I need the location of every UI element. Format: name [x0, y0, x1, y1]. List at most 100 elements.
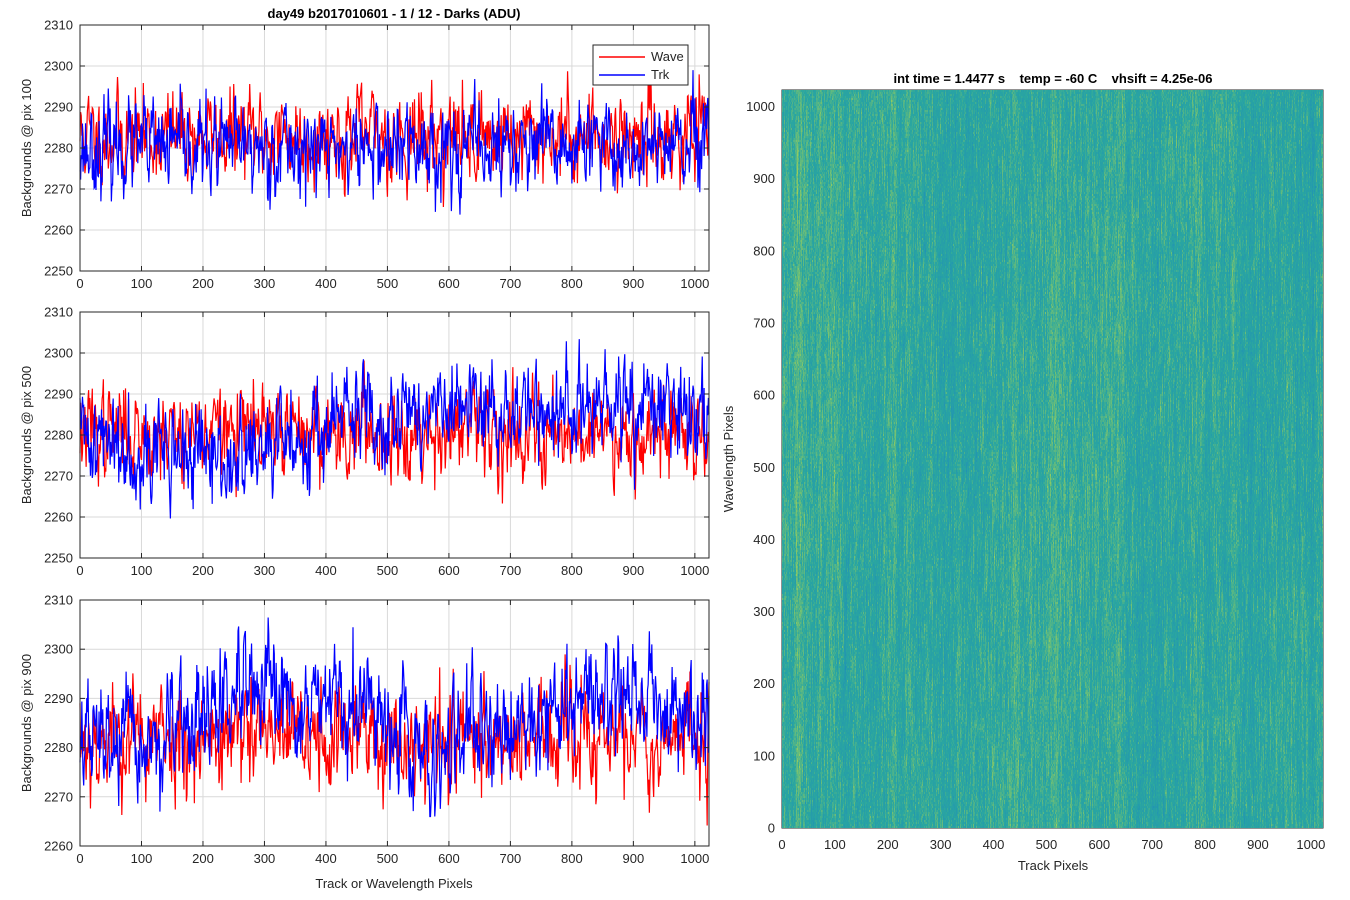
chart-title: day49 b2017010601 - 1 / 12 - Darks (ADU) — [268, 6, 521, 21]
x-tick-label: 400 — [315, 276, 337, 291]
x-tick-label: 0 — [76, 276, 83, 291]
heatmap-y-axis-label: Wavelength Pixels — [721, 405, 736, 512]
y-tick-label: 300 — [753, 604, 775, 619]
x-tick-label: 1000 — [1296, 837, 1325, 852]
y-tick-label: 200 — [753, 676, 775, 691]
y-axis-label: Backgrounds @ pix 500 — [19, 366, 34, 504]
y-axis-label: Backgrounds @ pix 100 — [19, 79, 34, 217]
y-tick-label: 2310 — [44, 305, 73, 320]
x-tick-label: 600 — [438, 563, 460, 578]
x-tick-label: 0 — [778, 837, 785, 852]
y-tick-label: 2260 — [44, 510, 73, 525]
series-lines — [79, 67, 710, 215]
x-tick-label: 200 — [877, 837, 899, 852]
tick-labels: 0 100 200 300 400 500 600 700 800 900 1000 2250 2260… — [44, 18, 709, 292]
x-tick-label: 300 — [254, 563, 276, 578]
series-line-trk — [79, 339, 710, 519]
x-tick-label: 900 — [623, 851, 645, 866]
heatmap-x-axis-label: Track Pixels — [1018, 858, 1089, 873]
y-tick-label: 2250 — [44, 264, 73, 279]
x-tick-label: 400 — [983, 837, 1005, 852]
x-tick-label: 700 — [1141, 837, 1163, 852]
y-tick-label: 2290 — [44, 387, 73, 402]
line-chart-pix900: 0 100 200 300 400 500 600 700 800 900 1000 2260 2270… — [19, 593, 710, 891]
heatmap-title: int time = 1.4477 s temp = -60 C vhsift … — [893, 71, 1212, 86]
y-axis-label: Backgrounds @ pix 900 — [19, 654, 34, 792]
tick-labels: 0 100 200 300 400 500 600 700 800 900 1000 0 100 200 3… — [746, 99, 1325, 852]
tick-labels: 0 100 200 300 400 500 600 700 800 900 1000 2260 2270… — [44, 593, 709, 867]
tick-labels: 0 100 200 300 400 500 600 700 800 900 1000 2250 2260… — [44, 305, 709, 579]
x-tick-label: 300 — [254, 276, 276, 291]
x-tick-label: 600 — [438, 851, 460, 866]
y-tick-label: 700 — [753, 316, 775, 331]
x-tick-label: 200 — [192, 276, 214, 291]
x-tick-label: 700 — [500, 276, 522, 291]
line-chart-pix500: 0 100 200 300 400 500 600 700 800 900 1000 2250 2260… — [19, 305, 710, 579]
heatmap-image — [782, 90, 1323, 828]
y-tick-label: 2290 — [44, 100, 73, 115]
y-tick-label: 2310 — [44, 18, 73, 33]
x-tick-label: 1000 — [680, 276, 709, 291]
legend-wave-label: Wave — [651, 49, 684, 64]
x-tick-label: 100 — [824, 837, 846, 852]
x-tick-label: 700 — [500, 563, 522, 578]
legend-trk-label: Trk — [651, 67, 670, 82]
y-tick-label: 600 — [753, 388, 775, 403]
x-tick-label: 800 — [561, 563, 583, 578]
x-tick-label: 300 — [254, 851, 276, 866]
y-tick-label: 500 — [753, 460, 775, 475]
y-tick-label: 2270 — [44, 789, 73, 804]
x-tick-label: 100 — [131, 276, 153, 291]
y-tick-label: 1000 — [746, 99, 775, 114]
x-tick-label: 300 — [930, 837, 952, 852]
y-tick-label: 900 — [753, 171, 775, 186]
y-tick-label: 2280 — [44, 141, 73, 156]
y-tick-label: 2300 — [44, 642, 73, 657]
x-tick-label: 900 — [1247, 837, 1269, 852]
y-tick-label: 2270 — [44, 469, 73, 484]
y-tick-label: 800 — [753, 243, 775, 258]
x-tick-label: 500 — [377, 276, 399, 291]
x-tick-label: 500 — [1036, 837, 1058, 852]
y-tick-label: 400 — [753, 532, 775, 547]
x-tick-label: 500 — [377, 851, 399, 866]
y-tick-label: 2280 — [44, 428, 73, 443]
x-tick-label: 0 — [76, 563, 83, 578]
y-tick-label: 2280 — [44, 740, 73, 755]
series-line-trk — [79, 70, 710, 215]
x-tick-label: 100 — [131, 851, 153, 866]
x-tick-label: 800 — [1194, 837, 1216, 852]
line-chart-pix100: 0 100 200 300 400 500 600 700 800 900 1000 2250 2260… — [19, 6, 710, 292]
x-tick-label: 1000 — [680, 563, 709, 578]
y-tick-label: 100 — [753, 748, 775, 763]
y-tick-label: 0 — [768, 821, 775, 836]
y-tick-label: 2270 — [44, 182, 73, 197]
y-tick-label: 2310 — [44, 593, 73, 608]
x-tick-label: 800 — [561, 276, 583, 291]
legend: Wave Trk — [592, 44, 689, 86]
x-tick-label: 900 — [623, 563, 645, 578]
y-tick-label: 2290 — [44, 691, 73, 706]
x-axis-label: Track or Wavelength Pixels — [315, 876, 473, 891]
x-tick-label: 600 — [1088, 837, 1110, 852]
x-tick-label: 700 — [500, 851, 522, 866]
x-tick-label: 600 — [438, 276, 460, 291]
x-tick-label: 400 — [315, 851, 337, 866]
x-tick-label: 200 — [192, 563, 214, 578]
x-tick-label: 800 — [561, 851, 583, 866]
x-tick-label: 1000 — [680, 851, 709, 866]
series-line-trk — [79, 617, 710, 818]
y-tick-label: 2300 — [44, 59, 73, 74]
x-tick-label: 100 — [131, 563, 153, 578]
y-tick-label: 2300 — [44, 346, 73, 361]
x-tick-label: 900 — [623, 276, 645, 291]
x-tick-label: 0 — [76, 851, 83, 866]
y-tick-label: 2260 — [44, 223, 73, 238]
x-tick-label: 500 — [377, 563, 399, 578]
x-tick-label: 200 — [192, 851, 214, 866]
y-tick-label: 2260 — [44, 839, 73, 854]
x-tick-label: 400 — [315, 563, 337, 578]
series-lines — [79, 339, 710, 519]
y-tick-label: 2250 — [44, 551, 73, 566]
